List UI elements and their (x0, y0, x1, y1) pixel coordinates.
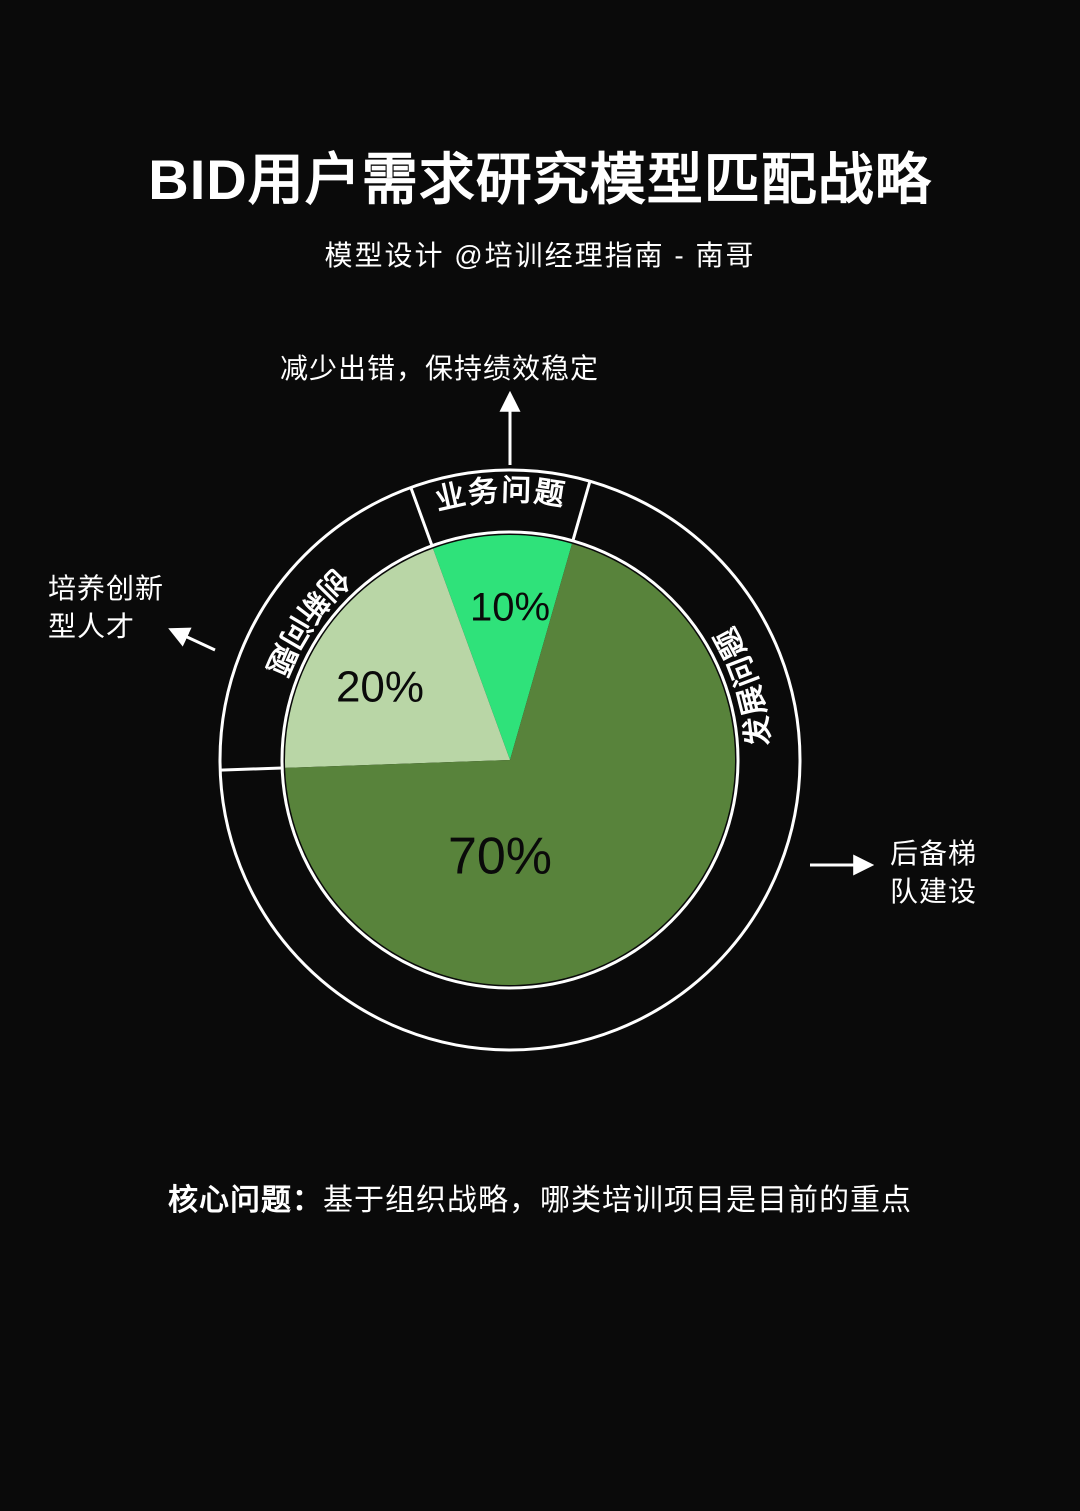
ring-label-business: 业务问题 (432, 474, 568, 517)
callout-development: 后备梯 队建设 (890, 835, 977, 911)
callout-innovation: 培养创新 型人才 (48, 570, 164, 646)
callout-business: 减少出错，保持绩效稳定 (280, 350, 599, 388)
page-title: BID用户需求研究模型匹配战略 (0, 135, 1080, 216)
pie-chart-svg: 业务问题创新问题发展问题10%20%70% (0, 340, 1080, 1090)
pie-chart-area: 业务问题创新问题发展问题10%20%70% 减少出错，保持绩效稳定培养创新 型人… (0, 340, 1080, 1090)
page-subtitle: 模型设计 @培训经理指南 - 南哥 (0, 234, 1080, 274)
percent-label-business: 10% (470, 586, 550, 630)
ring-divider (220, 768, 282, 770)
ring-divider (411, 487, 432, 545)
footer-text: 基于组织战略，哪类培训项目是目前的重点 (323, 1184, 912, 1217)
header: BID用户需求研究模型匹配战略 模型设计 @培训经理指南 - 南哥 (0, 0, 1080, 274)
percent-label-innovation: 20% (336, 663, 424, 712)
footer-label: 核心问题： (168, 1184, 323, 1217)
percent-label-development: 70% (448, 828, 552, 886)
callout-arrow-innovation (172, 630, 215, 650)
footer-question: 核心问题：基于组织战略，哪类培训项目是目前的重点 (0, 1175, 1080, 1219)
ring-divider (573, 481, 590, 541)
